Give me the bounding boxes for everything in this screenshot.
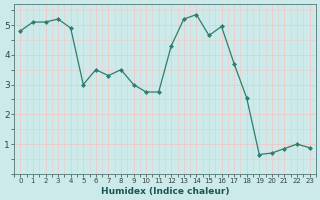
X-axis label: Humidex (Indice chaleur): Humidex (Indice chaleur) bbox=[101, 187, 229, 196]
